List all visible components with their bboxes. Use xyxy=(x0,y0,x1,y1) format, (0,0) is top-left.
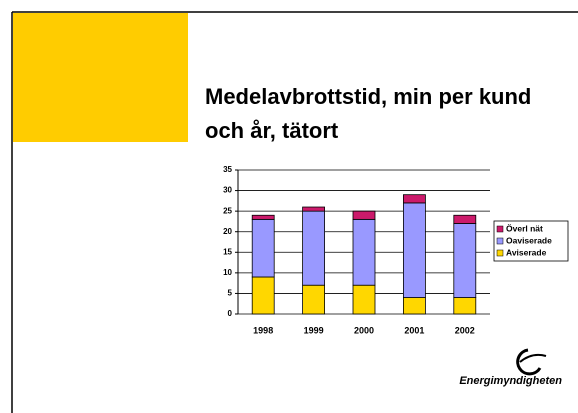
legend-label: Oaviserade xyxy=(506,235,552,245)
legend-box xyxy=(493,220,569,262)
x-tick-label: 1998 xyxy=(253,325,273,335)
legend-label: Aviserade xyxy=(506,247,547,257)
y-tick-label: 30 xyxy=(223,186,232,195)
legend-swatch xyxy=(496,225,504,233)
slide-title: Medelavbrottstid, min per kund och år, t… xyxy=(205,84,532,143)
bar-segment xyxy=(352,218,376,286)
y-tick-label: 35 xyxy=(223,165,232,174)
bar-segment xyxy=(251,218,275,278)
x-tick-label: 2001 xyxy=(404,325,424,335)
y-tick-label: 10 xyxy=(223,268,232,277)
legend-label: Överl nät xyxy=(506,223,543,233)
y-tick-label: 25 xyxy=(223,206,232,215)
bar-segment xyxy=(402,194,426,204)
bar-segment xyxy=(302,284,326,315)
bar-segment xyxy=(453,297,477,315)
bar-segment xyxy=(352,284,376,315)
x-tick-label: 2000 xyxy=(354,325,374,335)
y-tick-label: 15 xyxy=(223,247,232,256)
logo-icon xyxy=(516,348,547,376)
y-tick-label: 0 xyxy=(228,309,233,318)
bar-segment xyxy=(402,202,426,298)
y-tick-label: 5 xyxy=(228,289,233,298)
legend-swatch xyxy=(496,249,504,257)
bar-segment xyxy=(352,210,376,220)
bar-segment xyxy=(453,223,477,298)
yellow-block xyxy=(13,13,188,142)
bar-segment xyxy=(302,206,326,212)
logo-text: Energimyndigheten xyxy=(459,375,562,387)
bar-segment xyxy=(453,214,477,224)
logo-swoosh xyxy=(519,353,547,363)
bar-segment xyxy=(251,276,275,315)
y-tick-label: 20 xyxy=(223,227,232,236)
bar-segment xyxy=(402,297,426,315)
x-tick-label: 2002 xyxy=(455,325,475,335)
legend-swatch xyxy=(496,237,504,245)
x-tick-label: 1999 xyxy=(304,325,324,335)
bar-segment xyxy=(302,210,326,286)
logo-swoosh xyxy=(516,348,542,376)
bar-segment xyxy=(251,214,275,220)
